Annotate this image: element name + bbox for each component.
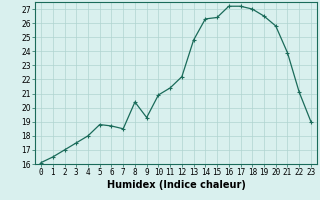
X-axis label: Humidex (Indice chaleur): Humidex (Indice chaleur) bbox=[107, 180, 245, 190]
